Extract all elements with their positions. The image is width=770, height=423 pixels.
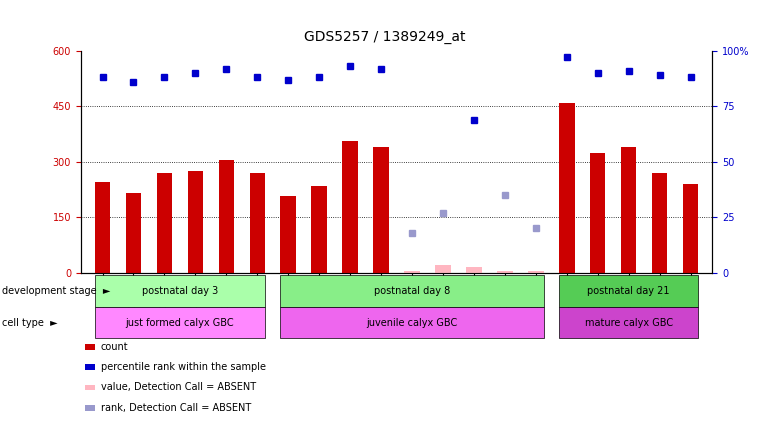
Bar [311,186,327,273]
Bar [95,182,110,273]
Text: rank, Detection Call = ABSENT: rank, Detection Call = ABSENT [101,403,251,413]
Text: postnatal day 3: postnatal day 3 [142,286,218,296]
Bar [126,193,141,273]
Text: development stage  ►: development stage ► [2,286,110,296]
Text: GDS5257 / 1389249_at: GDS5257 / 1389249_at [304,30,466,44]
Bar [249,173,265,273]
Text: count: count [101,342,129,352]
Bar [621,147,637,273]
Text: just formed calyx GBC: just formed calyx GBC [126,318,234,327]
Bar [343,141,358,273]
Bar [652,173,668,273]
Text: cell type  ►: cell type ► [2,318,57,327]
Bar [156,173,172,273]
Bar [188,171,203,273]
Bar [590,153,605,273]
Bar [373,147,389,273]
Bar [559,102,574,273]
Bar [435,266,450,273]
Text: postnatal day 21: postnatal day 21 [588,286,670,296]
Text: percentile rank within the sample: percentile rank within the sample [101,362,266,372]
Bar [497,271,513,273]
Text: juvenile calyx GBC: juvenile calyx GBC [367,318,457,327]
Bar [466,267,482,273]
Text: mature calyx GBC: mature calyx GBC [584,318,673,327]
Bar [280,196,296,273]
Bar [528,271,544,273]
Text: postnatal day 8: postnatal day 8 [374,286,450,296]
Bar [404,271,420,273]
Bar [219,160,234,273]
Bar [683,184,698,273]
Text: value, Detection Call = ABSENT: value, Detection Call = ABSENT [101,382,256,393]
